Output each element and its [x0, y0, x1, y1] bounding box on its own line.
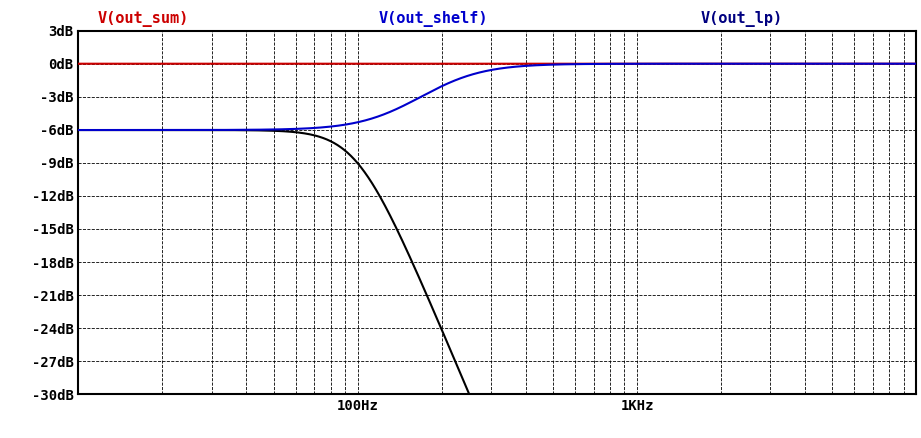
Text: V(out_lp): V(out_lp) [700, 11, 783, 27]
Text: V(out_shelf): V(out_shelf) [379, 11, 487, 27]
Text: V(out_sum): V(out_sum) [97, 11, 189, 27]
